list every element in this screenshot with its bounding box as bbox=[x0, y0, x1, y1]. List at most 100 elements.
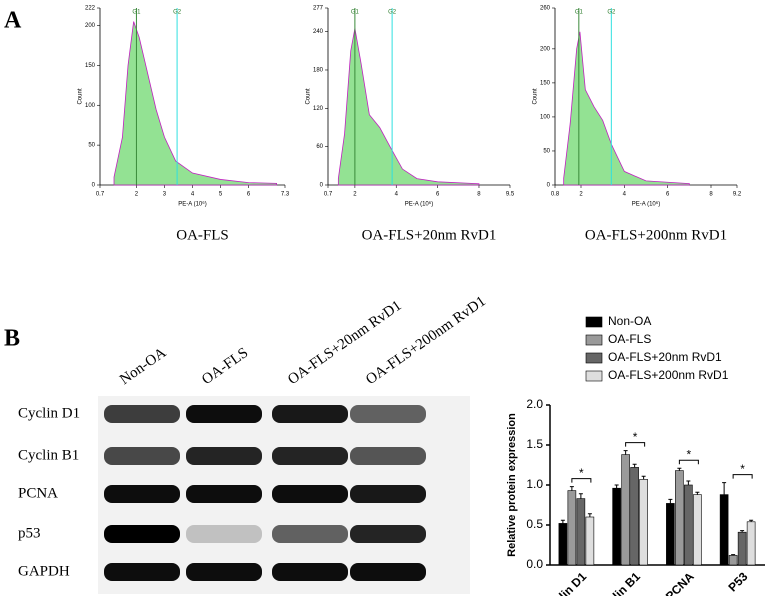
y-tick-label: 222 bbox=[85, 6, 96, 12]
y-axis-label: Count bbox=[533, 88, 539, 104]
error-bar bbox=[695, 491, 700, 495]
band bbox=[350, 405, 426, 423]
band bbox=[186, 447, 262, 465]
y-tick-label: 277 bbox=[313, 6, 324, 12]
band bbox=[350, 485, 426, 503]
band bbox=[272, 485, 348, 503]
y-tick-label: 240 bbox=[313, 29, 324, 35]
error-bar bbox=[641, 475, 646, 480]
bar bbox=[666, 503, 675, 566]
bar bbox=[719, 494, 729, 566]
band bbox=[186, 485, 262, 503]
y-axis-label: Count bbox=[78, 88, 84, 104]
x-tick-label: 4 bbox=[395, 192, 399, 198]
error-bar bbox=[686, 480, 691, 485]
significance-label: * bbox=[687, 447, 692, 461]
error-bar bbox=[569, 486, 574, 491]
y-axis-label: Count bbox=[306, 88, 312, 104]
lane-label: OA-FLS bbox=[199, 345, 251, 388]
legend-swatch bbox=[585, 334, 603, 346]
bar bbox=[567, 490, 577, 566]
y-axis-label: Relative protein expression bbox=[506, 413, 518, 557]
bar bbox=[576, 498, 586, 566]
y-tick-label: 60 bbox=[316, 144, 323, 150]
x-tick-label: 8 bbox=[477, 192, 481, 198]
y-tick-label: 150 bbox=[85, 63, 96, 69]
caption: OA-FLS bbox=[176, 227, 229, 243]
error-bar bbox=[560, 519, 565, 524]
band bbox=[186, 405, 262, 423]
band bbox=[350, 563, 426, 581]
bar bbox=[737, 531, 747, 566]
bar bbox=[558, 523, 568, 566]
x-tick-label: P53 bbox=[725, 569, 750, 594]
y-tick-label: 200 bbox=[540, 46, 551, 52]
y-tick-label: 2.0 bbox=[526, 397, 543, 411]
gate-label: G2 bbox=[607, 10, 616, 16]
x-tick-label: 4 bbox=[191, 192, 195, 198]
row-label: Cyclin B1 bbox=[18, 447, 79, 463]
row-label: PCNA bbox=[18, 485, 58, 501]
legend-label: OA-FLS+200nm RvD1 bbox=[608, 368, 729, 382]
x-tick-label: 2 bbox=[135, 192, 139, 198]
x-tick-label: 0.7 bbox=[96, 192, 105, 198]
error-bar bbox=[578, 493, 583, 499]
x-axis-label: PE-A (10⁶) bbox=[632, 201, 660, 208]
x-tick-label: 9.2 bbox=[733, 192, 742, 198]
bar bbox=[675, 470, 684, 566]
y-tick-label: 0 bbox=[320, 183, 324, 189]
legend-swatch bbox=[585, 352, 603, 364]
row-label: p53 bbox=[18, 525, 41, 541]
histogram-area bbox=[563, 31, 690, 186]
band bbox=[104, 563, 180, 581]
band bbox=[350, 525, 426, 543]
bar bbox=[630, 467, 639, 566]
bar bbox=[612, 487, 621, 566]
y-tick-label: 50 bbox=[543, 149, 550, 155]
gate-label: G2 bbox=[173, 10, 182, 16]
legend-swatch bbox=[585, 370, 603, 382]
significance-label: * bbox=[579, 466, 584, 480]
y-tick-label: 0.0 bbox=[526, 557, 543, 571]
legend-label: OA-FLS bbox=[608, 332, 651, 346]
y-tick-label: 1.0 bbox=[526, 477, 543, 491]
band bbox=[104, 447, 180, 465]
error-bar bbox=[722, 482, 727, 495]
row-label: GAPDH bbox=[18, 563, 70, 579]
band bbox=[104, 525, 180, 543]
x-tick-label: 2 bbox=[353, 192, 357, 198]
significance-bracket bbox=[678, 459, 699, 465]
gate-label: G1 bbox=[575, 10, 584, 16]
x-tick-label: 6 bbox=[247, 192, 251, 198]
x-tick-label: PCNA bbox=[663, 569, 697, 596]
x-tick-label: 6 bbox=[436, 192, 440, 198]
significance-bracket bbox=[732, 474, 753, 479]
x-tick-label: 3 bbox=[163, 192, 167, 198]
y-tick-label: 100 bbox=[85, 103, 96, 109]
significance-bracket bbox=[571, 478, 592, 483]
x-axis-label: PE-A (10⁶) bbox=[178, 201, 206, 208]
row-label: Cyclin D1 bbox=[18, 405, 80, 421]
y-tick-label: 260 bbox=[540, 6, 551, 12]
band bbox=[186, 525, 262, 543]
bar bbox=[621, 454, 630, 566]
bar bbox=[639, 479, 648, 566]
x-tick-label: cyclin D1 bbox=[542, 569, 589, 596]
x-tick-label: 7.3 bbox=[281, 192, 290, 198]
x-tick-label: 9.5 bbox=[506, 192, 515, 198]
significance-label: * bbox=[633, 430, 638, 444]
error-bar bbox=[632, 463, 637, 468]
band bbox=[272, 447, 348, 465]
x-tick-label: 0.8 bbox=[551, 192, 560, 198]
band bbox=[272, 563, 348, 581]
error-bar bbox=[740, 530, 745, 533]
gate-label: G1 bbox=[132, 10, 141, 16]
gate-label: G1 bbox=[351, 10, 360, 16]
error-bar bbox=[749, 519, 754, 522]
lane-label: Non-OA bbox=[117, 345, 169, 388]
y-tick-label: 150 bbox=[540, 80, 551, 86]
band bbox=[272, 525, 348, 543]
y-tick-label: 0.5 bbox=[526, 517, 543, 531]
gate-label: G2 bbox=[388, 10, 397, 16]
